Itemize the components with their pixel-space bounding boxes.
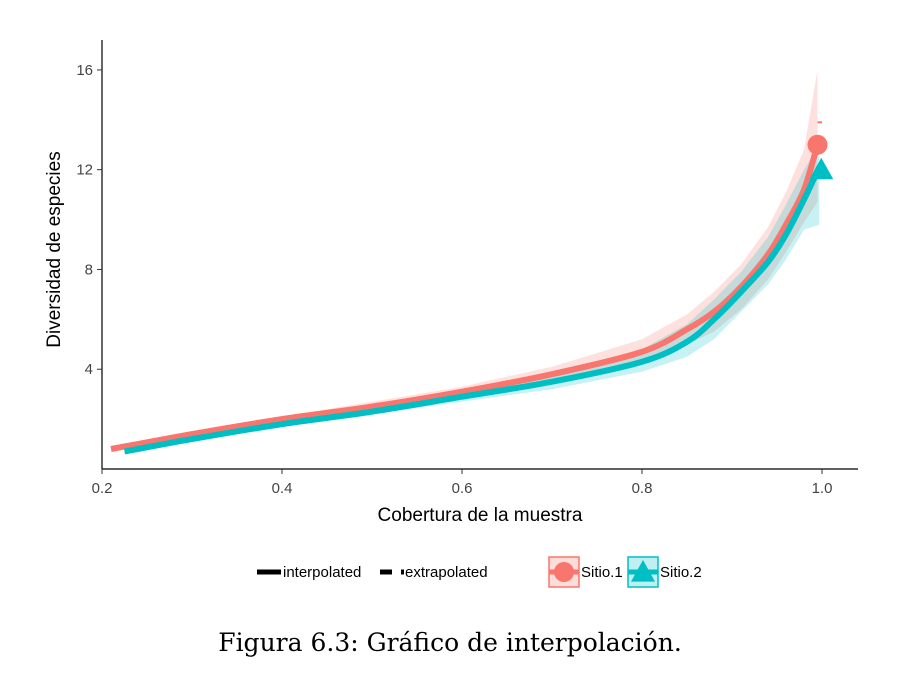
observed-markers <box>807 134 834 180</box>
legend-label-sitio-2: Sitio.2 <box>660 564 702 581</box>
x-tick-label: 0.6 <box>452 480 473 497</box>
figure-caption: Figura 6.3: Gráfico de interpolación. <box>218 628 682 657</box>
legend-label-extrapolated: extrapolated <box>405 564 488 581</box>
x-axis-title: Cobertura de la muestra <box>378 505 583 526</box>
x-tick-label: 0.4 <box>272 480 293 497</box>
axes <box>97 40 858 474</box>
y-tick-label: 8 <box>85 261 93 278</box>
y-axis-title: Diversidad de especies <box>44 151 65 347</box>
x-tick-label: 0.2 <box>92 480 113 497</box>
legend: interpolated extrapolated Sitio.1 Sitio.2 <box>257 556 702 588</box>
marker-sitio-2 <box>809 157 834 180</box>
line-sitio-1 <box>110 143 821 452</box>
y-tick-label: 12 <box>76 162 93 179</box>
legend-label-sitio-1: Sitio.1 <box>581 564 623 581</box>
series-lines <box>110 121 823 455</box>
legend-key-sitio-2-marker <box>631 560 655 582</box>
tick-labels: 0.2 0.4 0.6 0.8 1.0 4 8 12 16 <box>76 62 832 497</box>
y-tick-label: 16 <box>76 62 93 79</box>
x-tick-label: 0.8 <box>632 480 653 497</box>
legend-key-sitio-1-marker <box>554 562 574 582</box>
x-tick-label: 1.0 <box>812 480 833 497</box>
legend-label-interpolated: interpolated <box>283 564 361 581</box>
line-sitio-2 <box>123 165 823 455</box>
y-tick-label: 4 <box>85 361 93 378</box>
marker-sitio-1 <box>807 134 828 155</box>
